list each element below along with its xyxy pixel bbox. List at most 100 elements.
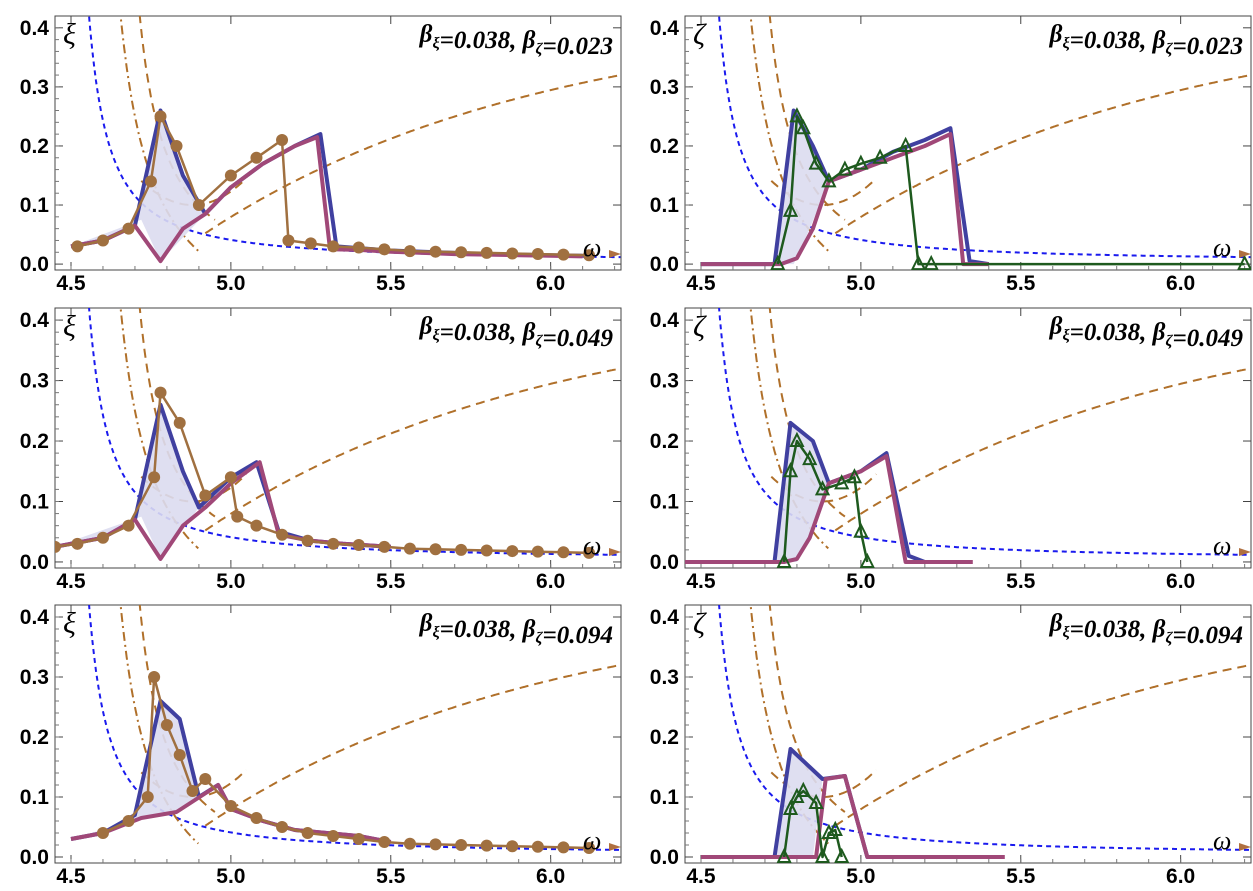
theory-curve-blue — [718, 308, 1251, 556]
plot-area — [701, 605, 1251, 863]
y-tick-label: 0.1 — [650, 786, 680, 809]
theory-curve-brown-3 — [204, 367, 621, 532]
x-axis-label: ω — [583, 826, 601, 855]
data-point-circle — [480, 839, 493, 852]
data-point-circle — [276, 134, 289, 147]
x-ticks: 4.5 5.0 5.5 6.0 — [56, 605, 616, 888]
x-ticks: 4.5 5.0 5.5 6.0 — [686, 605, 1246, 888]
x-tick-label: 6.0 — [1166, 570, 1195, 593]
data-point-circle — [301, 827, 314, 839]
data-point-circle — [250, 812, 263, 824]
data-point-triangle — [898, 136, 914, 152]
panel-xi-3: 4.5 5.0 5.5 6.0 0.0 0.1 0.2 0.3 0.4 ξ ω βξ=0.038, β… — [20, 604, 622, 888]
x-tick-label: 5.0 — [846, 865, 875, 888]
y-tick-label: 0.2 — [650, 135, 679, 158]
data-point-circle — [282, 234, 295, 247]
data-point-circle — [531, 545, 544, 558]
y-tick-label: 0.2 — [650, 430, 679, 453]
y-tick-label: 0.2 — [20, 135, 49, 158]
x-axis-label: ω — [1213, 826, 1231, 855]
theory-curve-brown-3 — [834, 367, 1251, 532]
data-point-triangle — [859, 552, 875, 568]
data-point-circle — [480, 246, 493, 259]
y-axis-label: ζ — [693, 310, 707, 343]
data-point-triangle — [782, 201, 799, 217]
y-tick-label: 0.1 — [20, 490, 50, 513]
panel-xi-1: 4.5 5.0 5.5 6.0 0.0 0.1 0.2 0.3 0.4 ξ ω βξ=0.038, β… — [20, 15, 622, 295]
data-point-circle — [557, 546, 570, 559]
y-ticks: 0.0 0.1 0.2 0.3 0.4 — [20, 309, 621, 574]
data-point-circle — [122, 815, 135, 827]
data-point-circle — [531, 248, 544, 261]
panel-xi-2: 4.5 5.0 5.5 6.0 0.0 0.1 0.2 0.3 0.4 ξ ω βξ=0.038, β… — [20, 307, 622, 593]
data-point-triangle — [1237, 254, 1251, 270]
y-tick-label: 0.1 — [650, 194, 680, 217]
y-tick-label: 0.0 — [20, 846, 49, 869]
data-point-circle — [327, 830, 340, 842]
data-point-circle — [276, 821, 289, 833]
y-tick-label: 0.3 — [650, 370, 679, 393]
x-axis-label: ω — [583, 233, 601, 262]
x-tick-label: 6.0 — [536, 272, 565, 295]
data-point-triangle — [923, 254, 939, 270]
plot-area — [70, 605, 621, 854]
plot-frame — [684, 15, 1252, 271]
y-ticks: 0.0 0.1 0.2 0.3 0.4 — [650, 17, 1251, 276]
y-axis-label: ξ — [63, 18, 76, 51]
y-tick-label: 0.4 — [650, 309, 680, 332]
data-point-circle — [276, 528, 289, 541]
data-point-circle — [429, 838, 442, 851]
data-point-circle — [141, 791, 154, 803]
x-tick-label: 5.0 — [216, 865, 245, 888]
y-tick-label: 0.4 — [20, 606, 50, 629]
data-point-circle — [144, 175, 157, 188]
x-axis-arrow-icon — [609, 548, 621, 556]
x-ticks: 4.5 5.0 5.5 6.0 — [56, 308, 616, 593]
data-point-circle — [304, 237, 317, 250]
data-point-circle — [199, 773, 212, 785]
x-ticks: 4.5 5.0 5.5 6.0 — [686, 16, 1246, 295]
x-tick-label: 5.5 — [1006, 865, 1036, 888]
data-point-circle — [480, 544, 493, 557]
theory-curve-brown-3 — [834, 663, 1251, 827]
x-tick-label: 5.5 — [1006, 272, 1036, 295]
x-axis-arrow-icon — [1239, 843, 1251, 851]
band-fill — [55, 404, 199, 559]
plot-frame — [54, 15, 622, 271]
data-point-triangle — [814, 480, 831, 496]
plot-frame — [684, 307, 1252, 569]
data-point-circle — [455, 839, 468, 851]
y-ticks: 0.0 0.1 0.2 0.3 0.4 — [650, 606, 1251, 869]
x-tick-label: 5.0 — [846, 570, 875, 593]
data-point-triangle — [782, 462, 799, 478]
data-point-circle — [148, 671, 161, 683]
x-tick-label: 5.0 — [216, 272, 245, 295]
theory-curve-brown-3 — [204, 74, 621, 235]
x-tick-label: 5.0 — [216, 570, 245, 593]
y-tick-label: 0.3 — [20, 666, 49, 689]
data-point-circle — [403, 837, 416, 850]
theory-curve-blue — [88, 308, 621, 556]
data-point-circle — [71, 537, 84, 550]
data-point-circle — [506, 545, 519, 558]
x-tick-label: 4.5 — [56, 865, 86, 888]
data-point-circle — [352, 241, 365, 254]
data-point-triangle — [795, 781, 811, 797]
data-point-circle — [231, 510, 244, 523]
data-point-triangle — [853, 522, 869, 538]
data-point-circle — [96, 234, 109, 247]
x-axis-label: ω — [1213, 233, 1231, 262]
data-point-circle — [250, 519, 263, 532]
data-point-triangle — [795, 118, 811, 135]
data-point-circle — [506, 840, 519, 853]
y-tick-label: 0.4 — [650, 17, 680, 40]
data-point-circle — [173, 749, 186, 761]
x-tick-label: 6.0 — [536, 865, 565, 888]
y-tick-label: 0.3 — [20, 76, 49, 99]
data-point-circle — [531, 840, 544, 853]
data-point-triangle — [776, 847, 792, 863]
y-tick-label: 0.4 — [650, 606, 680, 629]
x-axis-arrow-icon — [609, 250, 621, 258]
data-point-circle — [199, 489, 212, 502]
